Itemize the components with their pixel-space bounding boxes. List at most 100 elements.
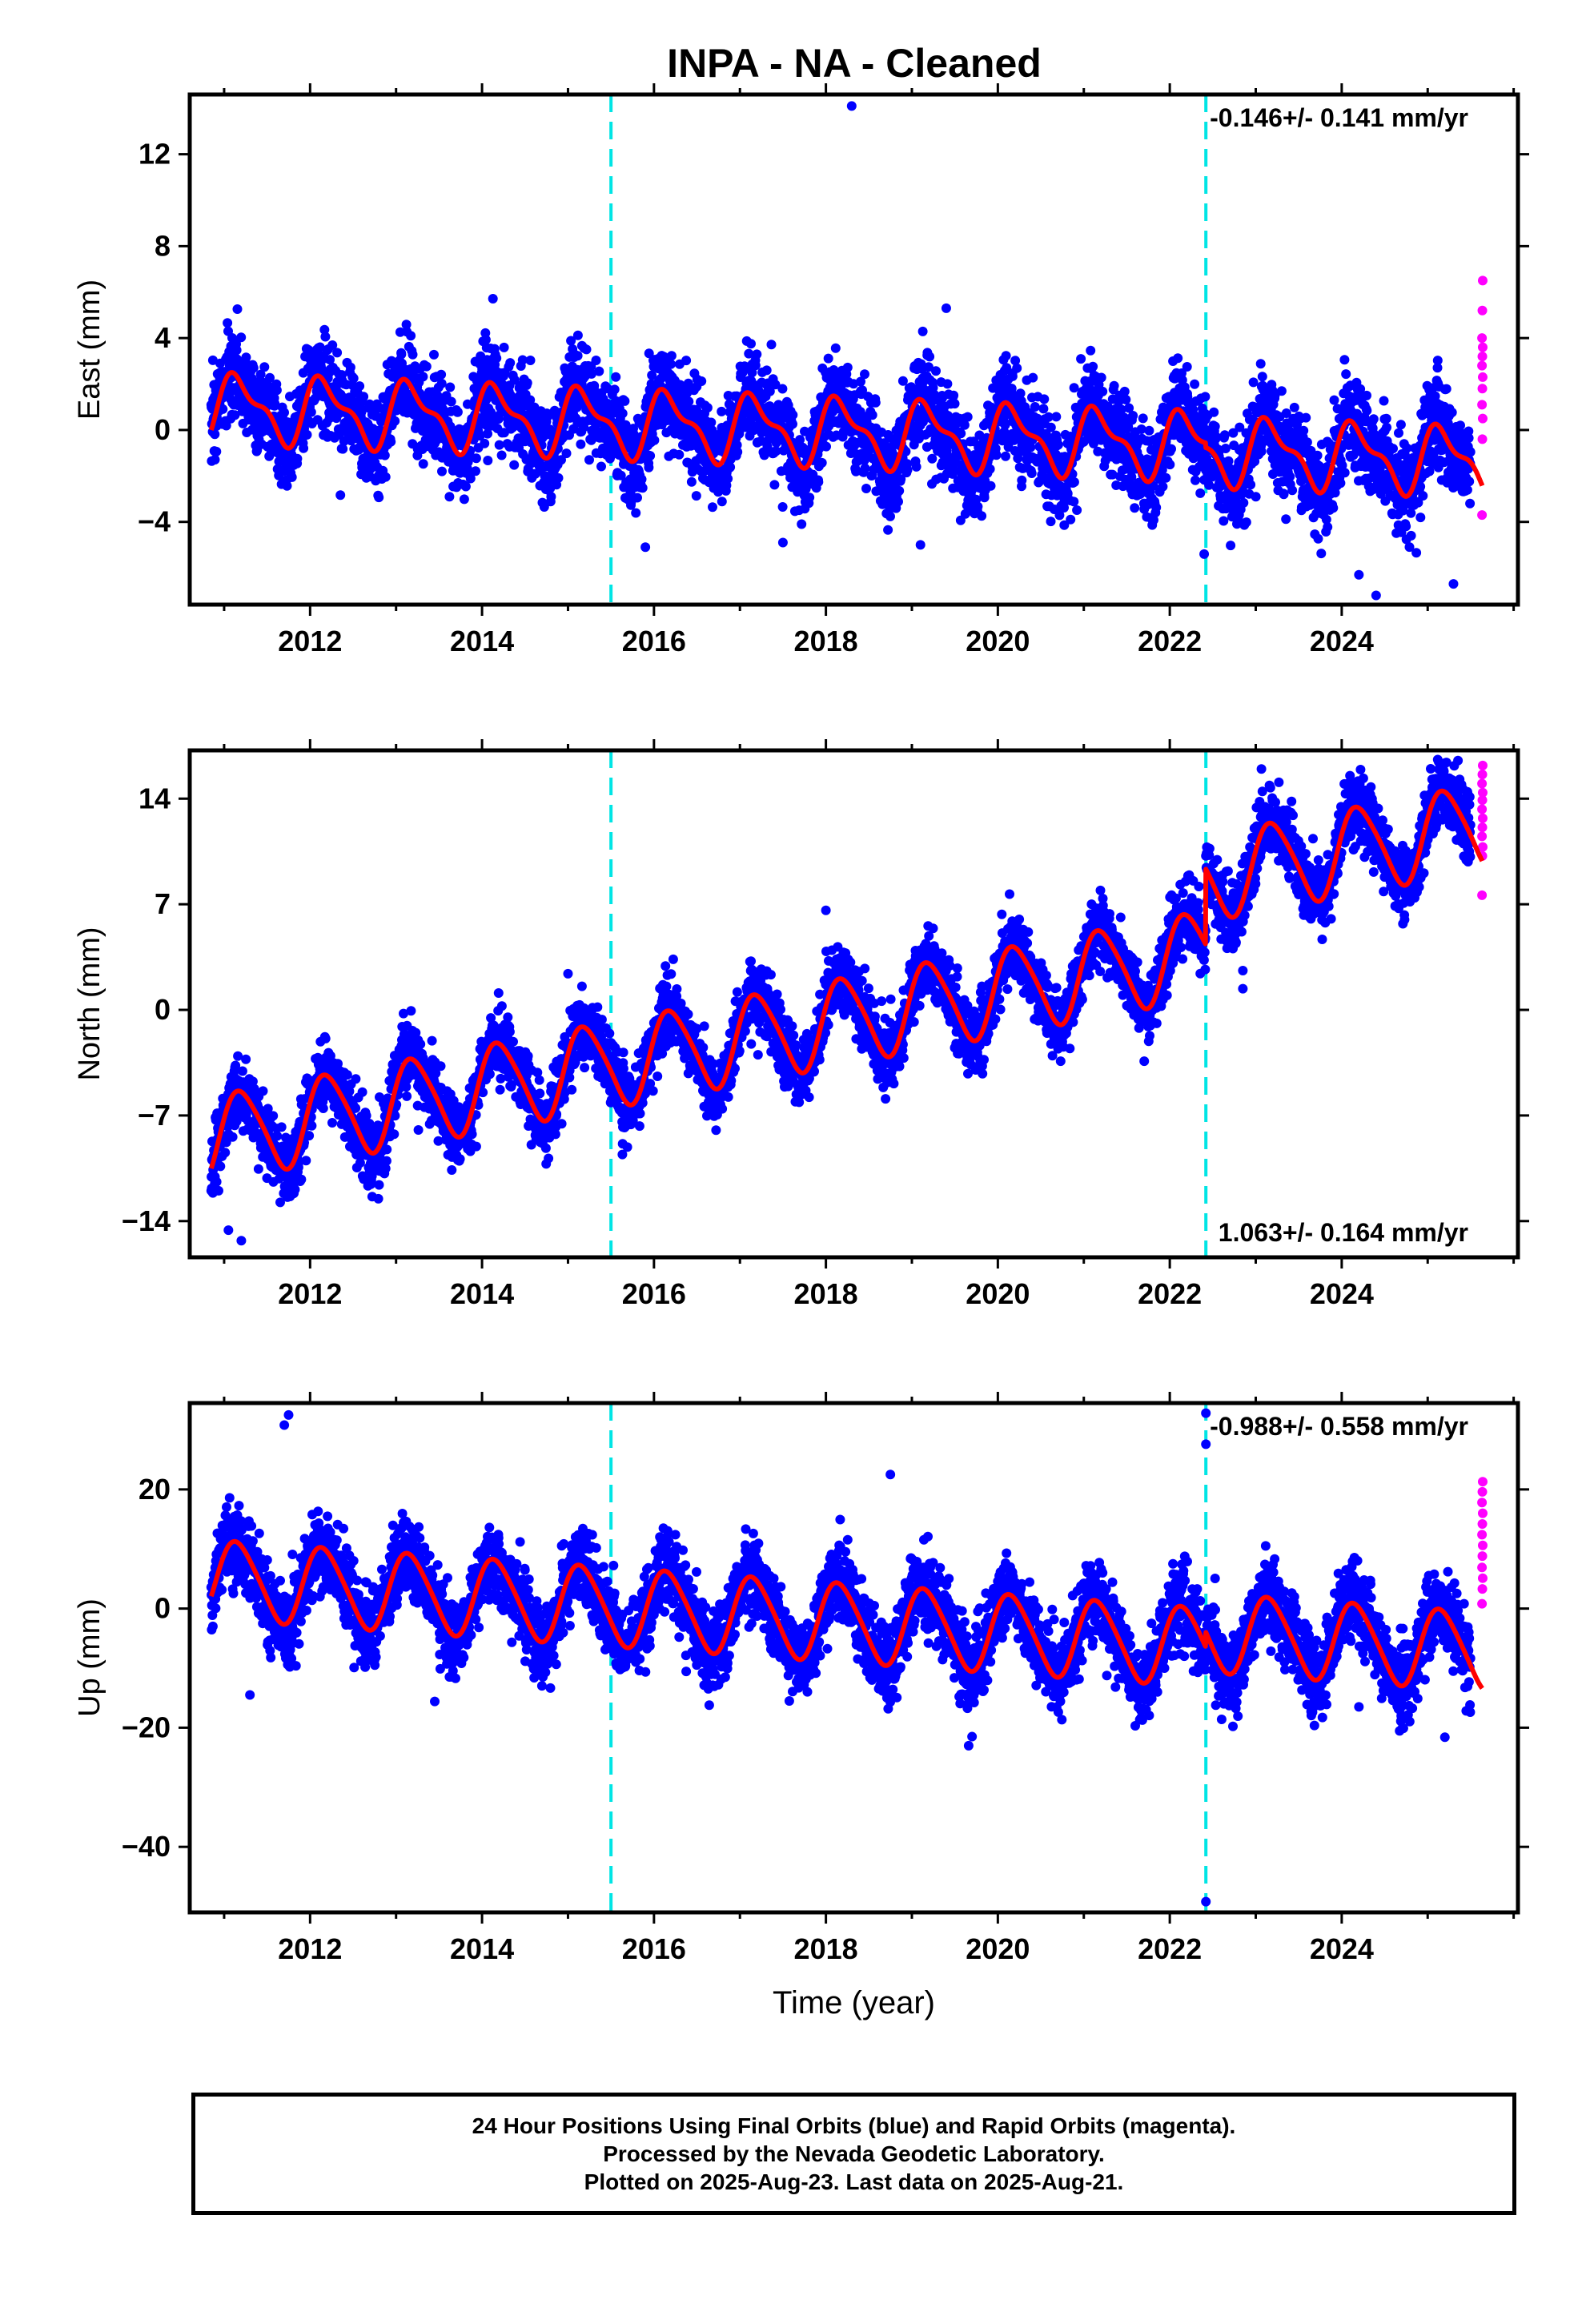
- final-orbit-points: [206, 101, 1476, 601]
- final-orbit-point: [232, 304, 243, 314]
- final-orbit-point: [797, 519, 807, 529]
- final-orbit-point: [327, 340, 338, 350]
- final-orbit-point: [1362, 390, 1371, 400]
- final-orbit-point: [429, 349, 439, 360]
- final-orbit-point: [1026, 468, 1037, 478]
- final-orbit-point: [471, 466, 480, 476]
- final-orbit-point: [649, 435, 660, 445]
- final-orbit-point: [911, 461, 921, 472]
- final-orbit-point: [1329, 395, 1339, 405]
- final-orbit-point: [1158, 481, 1168, 492]
- final-orbit-point: [496, 450, 507, 460]
- final-orbit-point: [1151, 502, 1162, 513]
- final-orbit-point: [459, 494, 469, 505]
- final-orbit-point: [1281, 514, 1291, 525]
- final-orbit-point: [1017, 475, 1027, 485]
- final-orbit-point: [830, 343, 841, 353]
- final-orbit-point: [499, 342, 509, 352]
- final-orbit-point: [282, 480, 292, 491]
- final-orbit-point: [1395, 420, 1406, 430]
- final-orbit-point: [1182, 362, 1192, 372]
- final-orbit-point: [265, 372, 275, 383]
- final-orbit-point: [761, 365, 772, 376]
- final-orbit-point: [1312, 450, 1323, 460]
- final-orbit-point: [379, 450, 390, 460]
- final-orbit-point: [631, 508, 641, 518]
- final-orbit-point: [255, 369, 266, 380]
- final-orbit-point: [1038, 404, 1049, 414]
- final-orbit-point: [223, 318, 233, 328]
- final-orbit-point: [437, 466, 447, 476]
- final-orbit-point: [766, 340, 777, 350]
- final-orbit-point: [591, 356, 601, 365]
- final-orbit-point: [1415, 513, 1426, 523]
- final-orbit-point: [1299, 425, 1309, 436]
- final-orbit-point: [270, 399, 280, 408]
- final-orbit-point: [1301, 412, 1311, 423]
- final-orbit-point: [813, 476, 824, 487]
- final-orbit-point: [418, 459, 428, 469]
- final-orbit-point: [594, 366, 604, 376]
- final-orbit-point: [406, 331, 416, 341]
- final-orbit-point: [418, 372, 428, 382]
- final-orbit-point: [708, 502, 717, 513]
- final-orbit-point: [1086, 345, 1096, 356]
- final-orbit-point: [374, 493, 384, 503]
- final-orbit-point: [956, 428, 966, 439]
- final-orbit-point: [421, 361, 432, 372]
- final-orbit-point: [480, 438, 490, 448]
- final-orbit-point: [444, 492, 455, 502]
- final-orbit-point: [1339, 355, 1350, 365]
- final-orbit-point: [686, 476, 697, 487]
- final-orbit-point: [949, 390, 959, 400]
- final-orbit-point: [1166, 444, 1176, 454]
- final-orbit-point: [1109, 380, 1119, 391]
- final-orbit-point: [986, 480, 996, 491]
- final-orbit-point: [364, 399, 375, 409]
- final-orbit-point: [950, 399, 960, 409]
- final-orbit-point: [973, 501, 983, 512]
- final-orbit-point: [380, 472, 391, 482]
- final-orbit-point: [584, 455, 594, 465]
- final-orbit-point: [1006, 384, 1017, 394]
- final-orbit-point: [319, 324, 330, 335]
- final-orbit-point: [1046, 422, 1056, 432]
- final-orbit-point: [445, 382, 456, 392]
- final-orbit-point: [221, 420, 231, 431]
- final-orbit-point: [1012, 363, 1022, 373]
- final-orbit-point: [302, 429, 312, 440]
- final-orbit-point: [522, 378, 532, 388]
- final-orbit-point: [893, 497, 903, 507]
- final-orbit-point: [962, 412, 973, 422]
- final-orbit-point: [1001, 351, 1011, 361]
- final-orbit-point: [1144, 425, 1154, 436]
- final-orbit-point: [1256, 446, 1267, 456]
- final-orbit-point: [1246, 480, 1256, 490]
- final-orbit-point: [617, 408, 628, 419]
- final-orbit-point: [1220, 444, 1231, 453]
- final-orbit-point: [1313, 533, 1323, 544]
- final-orbit-point: [1394, 428, 1403, 438]
- final-orbit-point: [1088, 361, 1098, 372]
- final-orbit-point: [769, 480, 780, 490]
- final-orbit-point: [1323, 522, 1333, 533]
- final-orbit-point: [1302, 437, 1312, 448]
- final-orbit-point: [1441, 384, 1452, 394]
- final-orbit-point: [860, 369, 869, 380]
- final-orbit-point: [1381, 413, 1391, 424]
- final-orbit-point: [248, 363, 259, 373]
- final-orbit-point: [750, 360, 761, 371]
- final-orbit-point: [299, 443, 309, 453]
- final-orbit-point: [1379, 396, 1389, 406]
- final-orbit-point: [788, 419, 797, 429]
- final-orbit-point: [1226, 541, 1236, 551]
- final-orbit-point: [287, 472, 297, 482]
- final-orbit-point: [985, 464, 995, 474]
- final-orbit-point: [396, 349, 407, 360]
- final-orbit-point: [942, 379, 953, 389]
- final-orbit-point: [637, 483, 648, 493]
- final-orbit-point: [1362, 405, 1372, 416]
- final-orbit-point: [717, 406, 727, 416]
- final-orbit-point: [805, 493, 815, 503]
